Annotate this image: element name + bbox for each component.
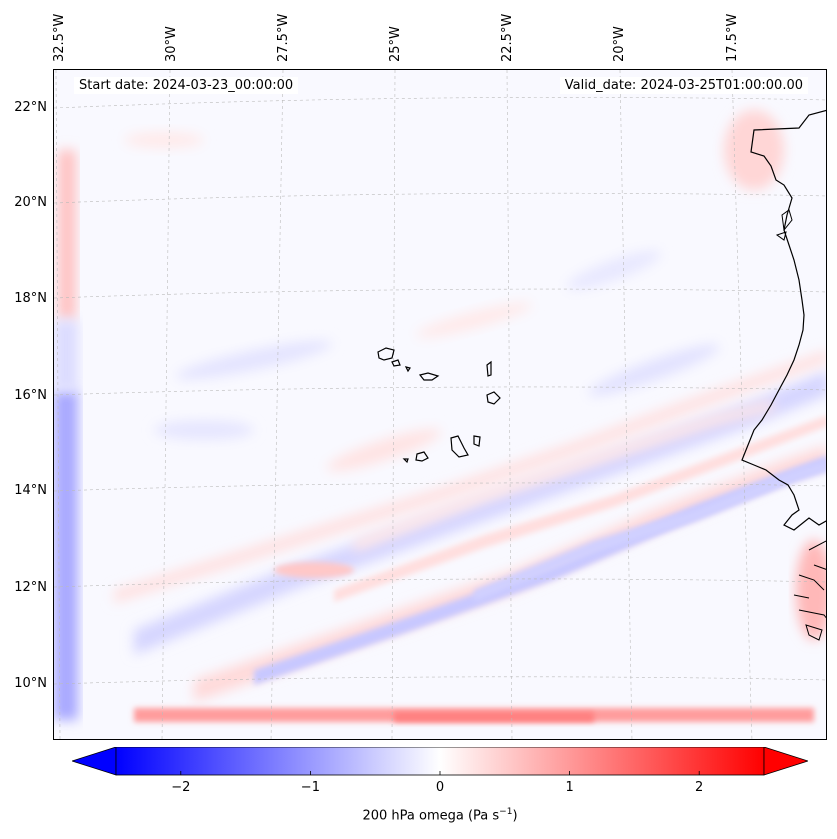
start-date-label: Start date: 2024-03-23_00:00:00 — [74, 77, 299, 94]
colorbar-label-close: ) — [512, 808, 518, 824]
guinea-coast — [798, 540, 826, 641]
colorbar-label-unit-exponent: −1 — [499, 807, 513, 817]
lat-label: 12°N — [14, 580, 47, 595]
lon-label: 17.5°W — [725, 13, 740, 62]
santo-antao-island — [377, 347, 395, 361]
colorbar — [72, 747, 808, 776]
colorbar-tick-label: 0 — [435, 780, 445, 795]
colorbar-tick-label: −2 — [171, 780, 191, 795]
cape-verde-islands — [377, 347, 501, 464]
left-edge-positive-band — [58, 150, 76, 320]
colorbar-label: 200 hPa omega (Pa s−1) — [0, 807, 837, 823]
graticule — [54, 70, 826, 739]
valid-date-label: Valid_date: 2024-03-25T01:00:00.00 — [559, 77, 808, 94]
colorbar-tick-label: 2 — [695, 780, 704, 795]
lon-label: 22.5°W — [500, 13, 515, 62]
left-edge-negative-band — [54, 390, 78, 720]
sao-vicente-island — [391, 359, 401, 367]
sal-island — [486, 360, 492, 377]
colorbar-max-extend — [763, 747, 808, 776]
coast-inlet-2 — [775, 231, 787, 241]
fogo-island — [415, 451, 429, 462]
colorbar-gradient — [115, 747, 765, 776]
colorbar-label-text: 200 hPa omega (Pa s — [362, 808, 500, 824]
wave-bands — [114, 350, 826, 702]
map-panel: Start date: 2024-03-23_00:00:00 Valid_da… — [53, 69, 827, 740]
lon-label: 20°W — [612, 26, 627, 62]
lat-label: 14°N — [14, 483, 47, 498]
lon-label: 27.5°W — [276, 13, 291, 62]
sao-nicolau-island — [418, 372, 440, 381]
santa-luzia-island — [404, 366, 411, 373]
africa-coastline — [741, 109, 826, 531]
weak-blobs — [124, 110, 826, 640]
lat-label: 22°N — [14, 100, 47, 115]
brava-island — [402, 458, 409, 464]
boa-vista-island — [486, 391, 501, 405]
colorbar-tick-label: −1 — [300, 780, 320, 795]
lat-label: 10°N — [14, 676, 47, 691]
lon-label: 30°W — [164, 26, 179, 62]
bottom-edge-core — [394, 712, 594, 722]
colorbar-tick-label: 1 — [565, 780, 574, 795]
coast-inlet — [781, 209, 793, 232]
lon-label: 32.5°W — [52, 13, 67, 62]
maio-island — [473, 435, 481, 447]
colorbar-tickmarks — [180, 771, 700, 775]
colorbar-min-extend — [72, 747, 117, 776]
lat-label: 18°N — [14, 291, 47, 306]
lon-label: 25°W — [388, 26, 403, 62]
lat-label: 16°N — [14, 388, 47, 403]
santiago-island — [450, 435, 469, 458]
guinea-coast-2 — [793, 574, 825, 599]
lat-label: 20°N — [14, 195, 47, 210]
omega-field-map — [54, 70, 826, 739]
